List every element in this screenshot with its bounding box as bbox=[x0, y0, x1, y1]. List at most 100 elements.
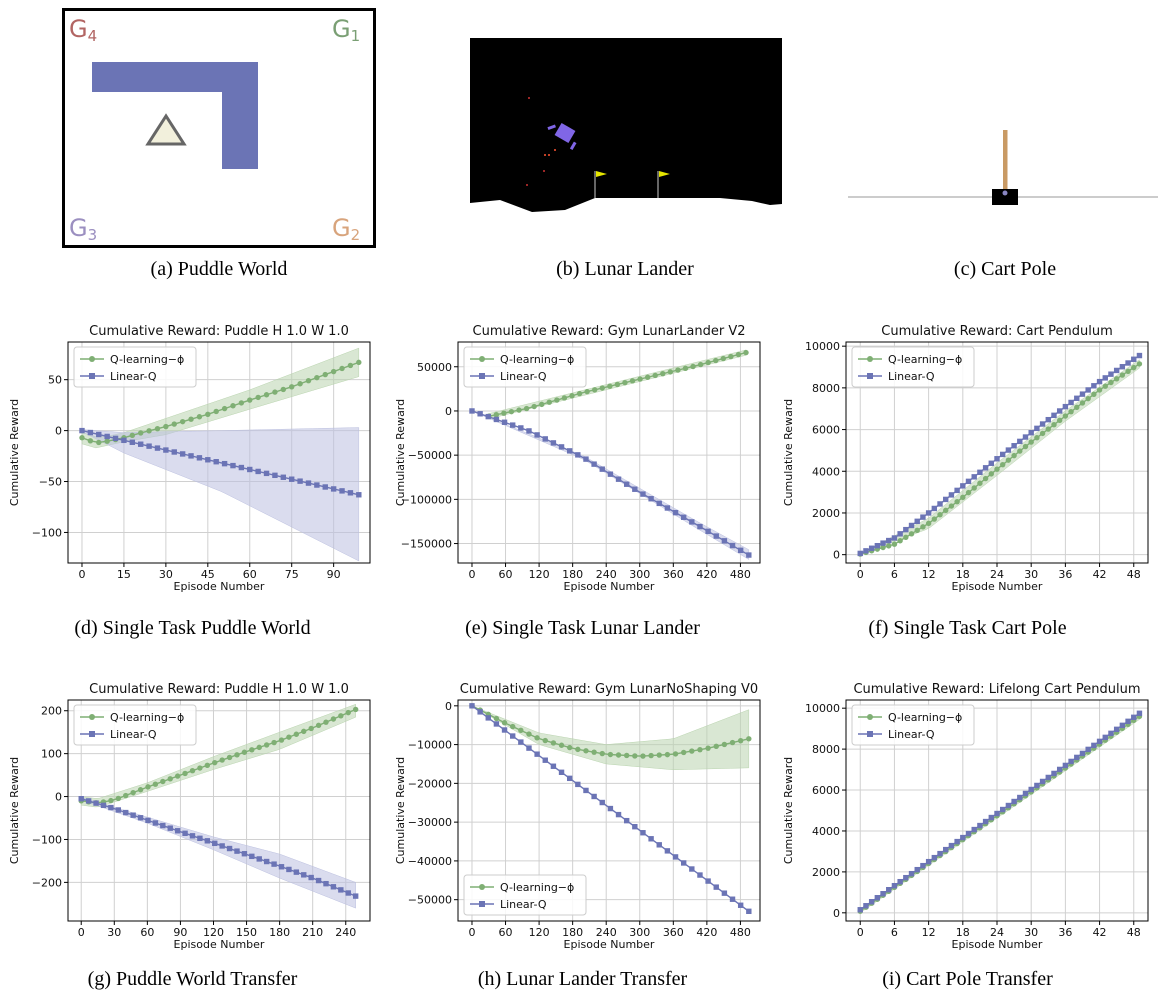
data-point-q-learning bbox=[305, 378, 312, 384]
data-point-q-learning bbox=[108, 797, 114, 804]
data-point-linear-q bbox=[1045, 774, 1051, 781]
x-axis-label: Episode Number bbox=[564, 580, 655, 593]
data-point-q-learning bbox=[1091, 391, 1097, 397]
data-point-q-learning bbox=[249, 747, 255, 753]
data-point-q-learning bbox=[130, 789, 136, 796]
data-point-q-learning bbox=[623, 752, 630, 759]
data-point-linear-q bbox=[925, 510, 932, 516]
legend-label-q-learning: Q-learning−ϕ bbox=[110, 711, 184, 724]
data-point-q-learning bbox=[493, 715, 500, 722]
y-tick-label: 200 bbox=[41, 705, 62, 718]
data-point-linear-q bbox=[908, 522, 915, 529]
data-point-q-learning bbox=[988, 471, 995, 477]
data-point-q-learning bbox=[629, 378, 636, 384]
data-point-linear-q bbox=[729, 896, 736, 902]
data-point-linear-q bbox=[1131, 356, 1137, 362]
data-point-linear-q bbox=[632, 823, 638, 830]
data-point-linear-q bbox=[721, 538, 728, 544]
data-point-q-learning bbox=[599, 385, 605, 391]
data-point-linear-q bbox=[640, 491, 646, 497]
data-point-q-learning bbox=[705, 745, 711, 751]
data-point-q-learning bbox=[558, 742, 565, 748]
agent-triangle bbox=[145, 113, 187, 146]
data-point-q-learning bbox=[315, 722, 322, 729]
data-point-linear-q bbox=[1113, 367, 1120, 374]
data-point-linear-q bbox=[705, 878, 711, 884]
data-point-q-learning bbox=[197, 765, 203, 771]
data-point-linear-q bbox=[263, 858, 270, 865]
data-point-q-learning bbox=[1096, 387, 1103, 393]
data-point-linear-q bbox=[746, 552, 752, 558]
data-point-linear-q bbox=[689, 866, 695, 872]
data-point-linear-q bbox=[729, 542, 736, 549]
data-point-linear-q bbox=[1017, 794, 1023, 801]
x-tick-label: 48 bbox=[1127, 926, 1141, 939]
chart-title: Cumulative Reward: Gym LunarNoShaping V0 bbox=[460, 682, 758, 697]
x-axis-label: Episode Number bbox=[952, 580, 1043, 593]
data-point-q-learning bbox=[234, 752, 240, 758]
data-point-linear-q bbox=[680, 514, 687, 520]
data-point-linear-q bbox=[542, 436, 548, 442]
data-point-q-learning bbox=[965, 489, 972, 496]
y-tick-label: 4000 bbox=[812, 465, 840, 478]
x-tick-label: 0 bbox=[857, 568, 864, 581]
data-point-linear-q bbox=[230, 462, 236, 469]
data-point-linear-q bbox=[599, 466, 605, 472]
data-point-q-learning bbox=[550, 740, 557, 746]
x-tick-label: 36 bbox=[1058, 568, 1072, 581]
data-point-linear-q bbox=[1051, 412, 1057, 419]
data-point-q-learning bbox=[297, 381, 303, 387]
data-point-linear-q bbox=[705, 528, 711, 535]
y-axis-label: Cumulative Reward bbox=[782, 399, 795, 506]
data-point-linear-q bbox=[891, 882, 898, 889]
cart-pole-render bbox=[848, 130, 1158, 205]
data-point-q-learning bbox=[230, 403, 236, 409]
data-point-q-learning bbox=[345, 709, 351, 716]
data-point-q-learning bbox=[583, 748, 589, 754]
data-point-linear-q bbox=[330, 884, 337, 890]
y-tick-label: 50 bbox=[48, 374, 62, 387]
data-point-linear-q bbox=[289, 476, 295, 482]
data-point-linear-q bbox=[623, 481, 630, 487]
data-point-q-learning bbox=[115, 795, 122, 802]
data-point-linear-q bbox=[632, 486, 638, 492]
data-point-linear-q bbox=[226, 845, 233, 852]
data-point-linear-q bbox=[526, 745, 532, 751]
data-point-linear-q bbox=[485, 715, 491, 721]
data-point-q-learning bbox=[247, 397, 253, 403]
x-tick-label: 420 bbox=[696, 568, 717, 581]
y-tick-label: −30000 bbox=[408, 816, 452, 829]
data-point-linear-q bbox=[345, 890, 351, 896]
data-point-linear-q bbox=[948, 492, 955, 498]
data-point-q-learning bbox=[729, 739, 736, 746]
data-point-linear-q bbox=[534, 432, 540, 438]
data-point-linear-q bbox=[338, 887, 344, 893]
data-point-linear-q bbox=[167, 825, 173, 831]
y-tick-label: 8000 bbox=[812, 382, 840, 395]
data-point-linear-q bbox=[583, 456, 589, 462]
data-point-q-learning bbox=[914, 527, 920, 534]
y-tick-label: 0 bbox=[55, 791, 62, 804]
data-point-linear-q bbox=[1011, 798, 1017, 805]
data-point-linear-q bbox=[1079, 750, 1086, 757]
legend-marker-linear-q bbox=[479, 373, 485, 379]
data-point-linear-q bbox=[1085, 387, 1091, 393]
x-tick-label: 300 bbox=[629, 568, 650, 581]
chart-title: Cumulative Reward: Puddle H 1.0 W 1.0 bbox=[89, 682, 349, 697]
x-tick-label: 0 bbox=[468, 568, 475, 581]
data-point-q-learning bbox=[212, 759, 218, 766]
legend-marker-q-learning bbox=[89, 356, 95, 362]
puddle-world-border bbox=[62, 8, 376, 248]
data-point-linear-q bbox=[356, 492, 362, 498]
data-point-linear-q bbox=[971, 474, 977, 480]
x-tick-label: 48 bbox=[1127, 568, 1141, 581]
y-tick-label: 10000 bbox=[805, 702, 840, 715]
y-tick-label: 10000 bbox=[805, 340, 840, 353]
data-point-linear-q bbox=[518, 739, 524, 745]
pole bbox=[1003, 130, 1008, 195]
plot-frame bbox=[457, 341, 761, 564]
data-point-linear-q bbox=[278, 864, 285, 870]
data-point-linear-q bbox=[943, 496, 949, 503]
data-point-linear-q bbox=[339, 488, 345, 494]
caption-i: (i) Cart Pole Transfer bbox=[882, 968, 1053, 990]
